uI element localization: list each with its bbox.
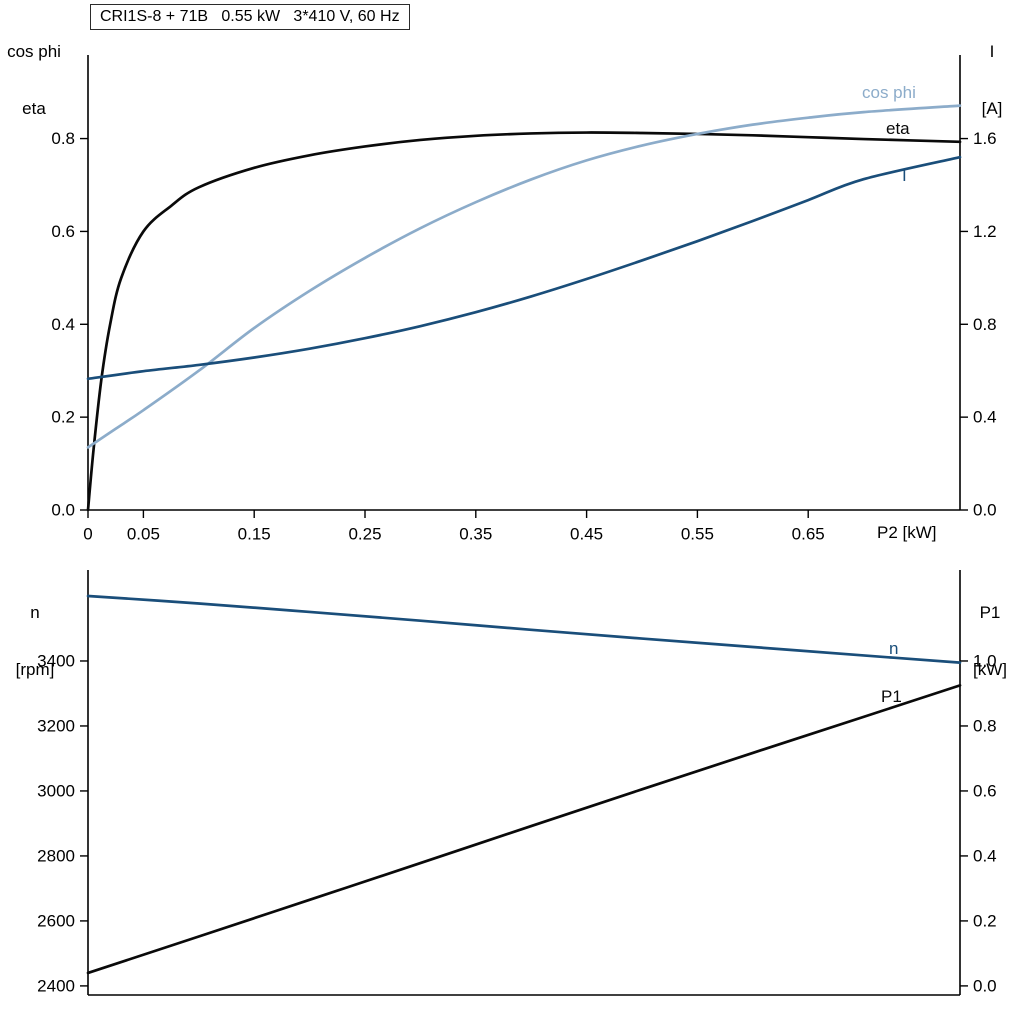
ampere-unit-label: [A] <box>981 99 1003 118</box>
tick-label: 0.05 <box>127 525 160 544</box>
tick-label: 0.8 <box>51 129 75 148</box>
tick-label: 0 <box>83 525 92 544</box>
kw-unit-label: [kW] <box>973 660 1007 679</box>
current-axis-label: I <box>989 42 995 61</box>
curve-i <box>86 155 962 381</box>
speed-curve-label: n <box>889 639 899 658</box>
tick-label: 1.2 <box>973 222 997 241</box>
tick-label: 0.4 <box>51 315 75 334</box>
eta-axis-label: eta <box>22 99 46 118</box>
tick-label: 0.35 <box>459 525 492 544</box>
current-curve-label: I <box>902 166 907 185</box>
tick-label: 2400 <box>37 976 75 995</box>
bottom-left-axis-title: n [rpm] <box>2 565 68 717</box>
bottom-right-axis-title: P1 [kW] <box>960 565 1020 717</box>
top-left-axis-title: cos phi eta <box>2 4 66 156</box>
tick-label: 0.15 <box>238 525 271 544</box>
tick-label: 0.2 <box>973 911 997 930</box>
tick-label: 0.8 <box>973 716 997 735</box>
curve-p1 <box>86 684 962 975</box>
eta-curve-label: eta <box>886 119 910 138</box>
tick-label: 0.0 <box>51 501 75 520</box>
curve-n <box>86 594 962 664</box>
tick-label: 0.6 <box>51 222 75 241</box>
tick-label: 0.0 <box>973 976 997 995</box>
rpm-unit-label: [rpm] <box>15 660 55 679</box>
tick-label: 0.55 <box>681 525 714 544</box>
tick-label: 0.6 <box>973 781 997 800</box>
tick-label: 3400 <box>37 651 75 670</box>
tick-label: 0.45 <box>570 525 603 544</box>
tick-label: 2800 <box>37 846 75 865</box>
tick-label: 0.2 <box>51 408 75 427</box>
tick-label: 1.6 <box>973 129 997 148</box>
curve-eta <box>86 131 962 512</box>
tick-label: 1.0 <box>973 651 997 670</box>
top-right-axis-title: I [A] <box>964 4 1020 156</box>
tick-label: 0.0 <box>973 501 997 520</box>
tick-label: 0.8 <box>973 315 997 334</box>
tick-label: 0.4 <box>973 408 997 427</box>
tick-label: 2600 <box>37 911 75 930</box>
p2-axis-title: P2 [kW] <box>877 523 937 542</box>
p1-axis-label: P1 <box>979 603 1001 622</box>
tick-label: 3200 <box>37 716 75 735</box>
tick-label: 0.65 <box>792 525 825 544</box>
speed-axis-label: n <box>30 603 40 622</box>
chart-title-box: CRI1S-8 + 71B 0.55 kW 3*410 V, 60 Hz <box>90 4 410 30</box>
p1-curve-label: P1 <box>881 687 902 706</box>
tick-label: 3000 <box>37 781 75 800</box>
cos-phi-axis-label: cos phi <box>7 42 61 61</box>
cos-phi-curve-label: cos phi <box>862 83 916 102</box>
curve-cos-phi <box>86 104 962 449</box>
tick-label: 0.25 <box>348 525 381 544</box>
tick-label: 0.4 <box>973 846 997 865</box>
